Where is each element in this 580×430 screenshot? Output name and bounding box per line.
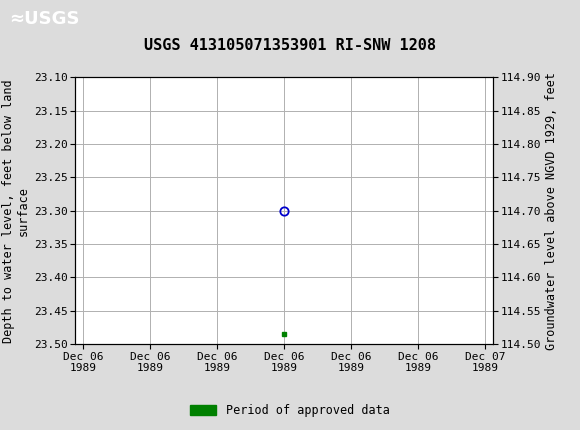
Legend: Period of approved data: Period of approved data [186,399,394,422]
Y-axis label: Depth to water level, feet below land
surface: Depth to water level, feet below land su… [2,79,30,343]
Y-axis label: Groundwater level above NGVD 1929, feet: Groundwater level above NGVD 1929, feet [545,72,559,350]
Text: ≈USGS: ≈USGS [9,10,79,28]
Text: USGS 413105071353901 RI-SNW 1208: USGS 413105071353901 RI-SNW 1208 [144,38,436,52]
